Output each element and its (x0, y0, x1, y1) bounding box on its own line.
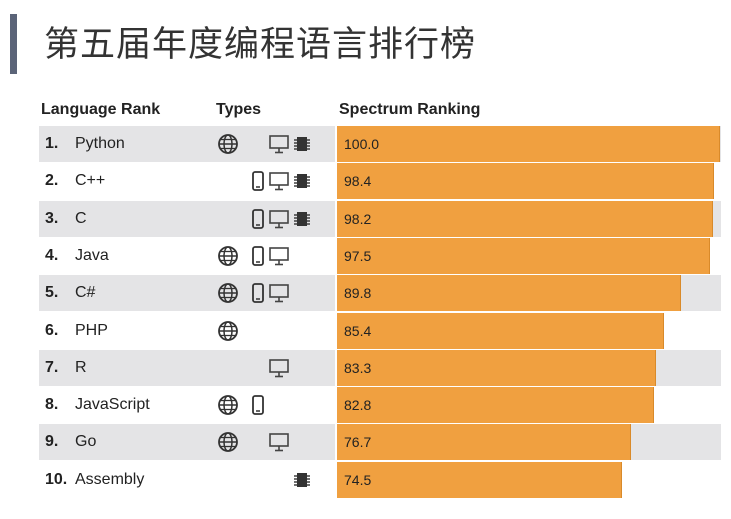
page-title: 第五届年度编程语言排行榜 (44, 25, 477, 65)
row-background (39, 424, 335, 461)
row-background (39, 126, 335, 162)
rank-label: 9. (45, 433, 59, 451)
web-icon (217, 320, 239, 342)
table-row: 5. C# 89.8 (37, 275, 721, 312)
bar (337, 200, 714, 237)
embedded-icon (291, 170, 313, 192)
language-label: PHP (75, 321, 108, 339)
desktop-icon (268, 133, 290, 155)
embedded-icon (291, 133, 313, 155)
rank-label: 5. (45, 284, 59, 302)
bar (337, 312, 664, 349)
language-label: C++ (75, 172, 106, 190)
language-label: Java (75, 246, 109, 264)
bar (337, 275, 681, 312)
bar (337, 163, 714, 200)
bar (337, 424, 631, 461)
rank-label: 7. (45, 358, 59, 376)
mobile-icon (247, 245, 269, 267)
rank-label: 6. (45, 321, 59, 339)
header-language-rank: Language Rank (41, 101, 161, 118)
web-icon (217, 282, 239, 304)
language-label: Python (75, 135, 125, 152)
rank-label: 3. (45, 209, 59, 227)
embedded-icon (291, 208, 313, 230)
rank-label: 8. (45, 396, 59, 414)
rank-label: 1. (45, 135, 59, 152)
table-row: 2. C++ 98.4 (37, 163, 721, 200)
language-label: Assembly (75, 470, 145, 488)
table-row: 7. R 83.3 (37, 349, 721, 387)
table-row: 10. Assembly 74.5 (37, 461, 721, 499)
row-background (39, 275, 335, 312)
bar-value-label: 89.8 (344, 285, 372, 302)
bar (337, 349, 656, 386)
web-icon (217, 394, 239, 416)
bar (337, 126, 720, 162)
desktop-icon (268, 357, 290, 379)
language-label: JavaScript (75, 396, 150, 414)
table-row: 8. JavaScript 82.8 (37, 387, 721, 424)
desktop-icon (268, 208, 290, 230)
language-label: R (75, 358, 87, 376)
web-icon (217, 133, 239, 155)
mobile-icon (247, 170, 269, 192)
mobile-icon (247, 208, 269, 230)
language-label: Go (75, 433, 97, 451)
header-types: Types (216, 101, 262, 118)
header-spectrum-ranking: Spectrum Ranking (339, 101, 481, 118)
row-background (39, 200, 335, 237)
bar-value-label: 85.4 (344, 322, 372, 339)
web-icon (217, 245, 239, 267)
bar-value-label: 100.0 (344, 136, 380, 152)
bar-value-label: 97.5 (344, 247, 372, 264)
bar-value-label: 82.8 (344, 397, 372, 414)
table-row: 3. C 98.2 (37, 200, 721, 238)
bar (337, 461, 623, 498)
embedded-icon (291, 469, 313, 491)
mobile-icon (247, 282, 269, 304)
table-row: 4. Java 97.5 (37, 237, 721, 275)
row-background (39, 349, 335, 386)
language-label: C (75, 209, 87, 227)
rank-label: 4. (45, 246, 59, 264)
rank-label: 2. (45, 172, 59, 190)
title-accent-bar (10, 14, 17, 74)
web-icon (217, 431, 239, 453)
bar-value-label: 83.3 (344, 359, 372, 376)
desktop-icon (268, 245, 290, 267)
bar (337, 237, 711, 274)
rank-label: 10. (45, 470, 68, 488)
desktop-icon (268, 170, 290, 192)
desktop-icon (268, 431, 290, 453)
bar-value-label: 76.7 (344, 434, 372, 451)
mobile-icon (247, 394, 269, 416)
table-row: 9. Go 76.7 (37, 424, 721, 461)
bar-value-label: 74.5 (344, 471, 372, 488)
ranking-table: Language Rank Types Spectrum Ranking 1. P… (37, 96, 721, 504)
table-row: 6. PHP 85.4 (37, 312, 721, 350)
bar-value-label: 98.2 (344, 210, 372, 227)
desktop-icon (268, 282, 290, 304)
bar-value-label: 98.4 (344, 173, 372, 190)
table-row: 1. Python 100.0 (37, 126, 721, 163)
language-label: C# (75, 284, 96, 302)
bar (337, 387, 654, 424)
